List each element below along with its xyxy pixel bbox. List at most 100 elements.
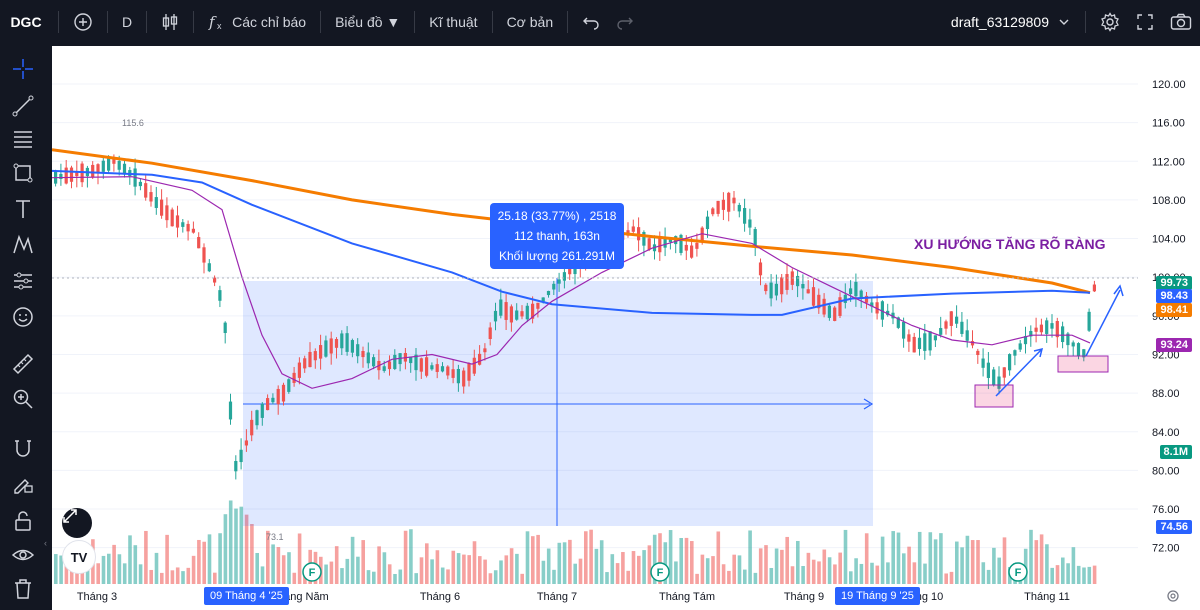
candle-body[interactable] (191, 228, 195, 233)
candle-body[interactable] (997, 376, 1001, 389)
candle-body[interactable] (986, 362, 990, 378)
candle-body[interactable] (886, 310, 890, 316)
candle-body[interactable] (1061, 326, 1065, 343)
candle-body[interactable] (976, 350, 980, 355)
candle-body[interactable] (425, 357, 429, 376)
candle-body[interactable] (939, 328, 943, 335)
candle-body[interactable] (520, 311, 524, 317)
chart-pane[interactable]: 120.00116.00112.00108.00104.00100.0096.0… (52, 46, 1200, 610)
candle-body[interactable] (843, 294, 847, 303)
candle-body[interactable] (875, 302, 879, 314)
candle-body[interactable] (1018, 343, 1022, 350)
candle-body[interactable] (456, 368, 460, 384)
candle-body[interactable] (1002, 367, 1006, 378)
candle-body[interactable] (700, 227, 704, 242)
compare-button[interactable] (65, 6, 101, 38)
candle-body[interactable] (207, 263, 211, 272)
candle-body[interactable] (642, 232, 646, 246)
candle-body[interactable] (801, 283, 805, 289)
candle-body[interactable] (138, 181, 142, 187)
candle-body[interactable] (467, 363, 471, 381)
candle-body[interactable] (992, 369, 996, 385)
candle-body[interactable] (647, 238, 651, 250)
candle-body[interactable] (175, 215, 180, 228)
candle-body[interactable] (218, 290, 222, 301)
candle-body[interactable] (292, 372, 296, 383)
candle-body[interactable] (509, 306, 513, 323)
candle-body[interactable] (774, 283, 778, 296)
candle-body[interactable] (144, 183, 148, 198)
candle-body[interactable] (711, 208, 715, 215)
price-chart[interactable]: 120.00116.00112.00108.00104.00100.0096.0… (52, 46, 1200, 610)
candle-body[interactable] (234, 461, 238, 472)
candle-body[interactable] (356, 344, 360, 357)
candle-body[interactable] (112, 159, 116, 164)
candle-body[interactable] (748, 219, 752, 228)
moving-average-blue[interactable] (52, 169, 1091, 316)
candle-body[interactable] (737, 204, 741, 212)
candle-body[interactable] (96, 164, 100, 174)
candle-body[interactable] (716, 200, 720, 214)
candle-body[interactable] (663, 237, 667, 248)
candle-body[interactable] (568, 268, 572, 275)
candle-body[interactable] (955, 316, 959, 324)
candle-body[interactable] (478, 353, 482, 365)
trend-arrow-left[interactable] (995, 348, 1043, 397)
candle-body[interactable] (970, 341, 975, 346)
technical-button[interactable]: Kĩ thuật (421, 6, 485, 38)
candle-body[interactable] (107, 156, 111, 171)
candle-body[interactable] (960, 321, 964, 334)
event-marker[interactable] (1008, 562, 1028, 582)
candle-body[interactable] (668, 238, 672, 243)
candle-body[interactable] (319, 345, 323, 359)
candle-body[interactable] (1076, 343, 1081, 357)
candle-body[interactable] (727, 192, 731, 212)
moving-average-purple[interactable] (52, 176, 1091, 389)
pattern-tool-button[interactable] (8, 230, 38, 260)
candle-body[interactable] (472, 357, 476, 374)
candle-body[interactable] (817, 294, 821, 309)
candle-body[interactable] (382, 366, 386, 371)
candle-body[interactable] (769, 282, 773, 299)
candle-body[interactable] (493, 310, 498, 322)
candle-body[interactable] (631, 226, 635, 232)
scroll-to-latest-button[interactable] (1164, 588, 1184, 606)
text-tool-button[interactable] (8, 194, 38, 224)
zoom-tool-button[interactable] (8, 384, 38, 414)
candle-body[interactable] (372, 357, 376, 367)
candle-body[interactable] (440, 366, 445, 372)
candle-body[interactable] (75, 171, 79, 177)
candle-body[interactable] (684, 244, 688, 251)
candle-body[interactable] (435, 364, 439, 372)
candle-body[interactable] (186, 223, 190, 232)
candle-body[interactable] (59, 173, 63, 180)
candle-body[interactable] (197, 237, 201, 249)
highlight-box-right[interactable] (1057, 355, 1109, 373)
candle-body[interactable] (1029, 330, 1033, 337)
emoji-tool-button[interactable] (8, 302, 38, 332)
candle-body[interactable] (260, 403, 264, 418)
candle-body[interactable] (531, 303, 535, 319)
candle-body[interactable] (409, 356, 413, 364)
candle-body[interactable] (896, 317, 900, 328)
candle-body[interactable] (255, 410, 259, 426)
fundamental-button[interactable]: Cơ bản (499, 6, 562, 38)
candle-body[interactable] (308, 351, 312, 368)
candle-body[interactable] (393, 354, 397, 369)
candle-body[interactable] (764, 284, 768, 292)
candle-body[interactable] (266, 398, 270, 411)
candle-body[interactable] (69, 167, 74, 182)
candle-body[interactable] (329, 338, 333, 354)
candle-body[interactable] (1008, 354, 1012, 371)
candle-body[interactable] (854, 281, 858, 297)
candle-body[interactable] (690, 245, 694, 258)
candle-body[interactable] (541, 297, 545, 302)
highlight-box-low[interactable] (974, 384, 1014, 408)
crosshair-tool-button[interactable] (8, 54, 38, 84)
candle-body[interactable] (923, 333, 927, 351)
candle-body[interactable] (101, 160, 105, 172)
candle-body[interactable] (695, 242, 699, 249)
candle-body[interactable] (303, 358, 307, 369)
snapshot-button[interactable] (1162, 6, 1200, 38)
